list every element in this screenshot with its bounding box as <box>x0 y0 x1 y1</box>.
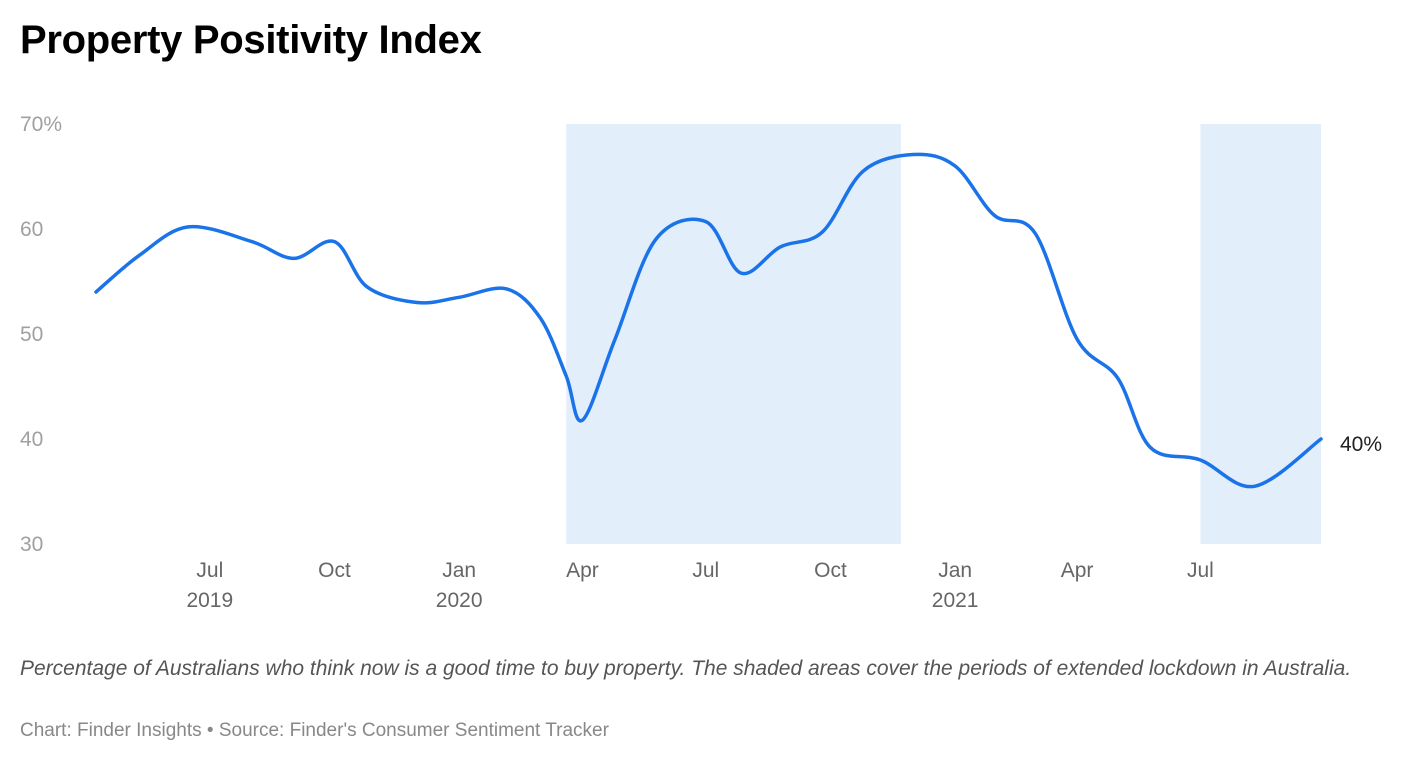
x-tick-label: Oct <box>814 559 847 582</box>
x-tick-label: Jul <box>196 559 223 582</box>
x-tick-year-label: 2020 <box>436 589 483 612</box>
y-tick-label: 40 <box>20 428 43 451</box>
lockdown-shading <box>566 124 1321 544</box>
series-lines <box>94 152 1323 489</box>
line-chart: 70% 60 50 40 30 Jul 2019 Oct Jan 2020 Apr Jul Oct Ja… <box>20 113 1382 612</box>
x-tick-year-label: 2019 <box>186 589 233 612</box>
y-axis: 70% 60 50 40 30 <box>20 113 62 556</box>
x-tick-year-label: 2021 <box>932 589 979 612</box>
x-tick-label: Apr <box>566 559 599 582</box>
x-axis: Jul 2019 Oct Jan 2020 Apr Jul Oct Jan 2021 Apr Jul <box>186 559 1213 612</box>
x-tick-label: Apr <box>1061 559 1094 582</box>
lockdown-band-2 <box>1200 124 1321 544</box>
x-tick-label: Oct <box>318 559 351 582</box>
chart-caption: Percentage of Australians who think now … <box>20 657 1352 680</box>
x-tick-label: Jul <box>692 559 719 582</box>
chart-source: Chart: Finder Insights • Source: Finder'… <box>20 720 609 741</box>
chart-title: Property Positivity Index <box>20 18 482 62</box>
series-line-1 <box>94 152 1323 489</box>
y-tick-label: 50 <box>20 323 43 346</box>
series-end-labels: 40% <box>1340 433 1382 456</box>
y-tick-label: 30 <box>20 533 43 556</box>
y-tick-label: 60 <box>20 218 43 241</box>
x-tick-label: Jul <box>1187 559 1214 582</box>
x-tick-label: Jan <box>442 559 476 582</box>
series-end-label: 40% <box>1340 433 1382 456</box>
x-tick-label: Jan <box>938 559 972 582</box>
y-tick-label: 70% <box>20 113 62 136</box>
